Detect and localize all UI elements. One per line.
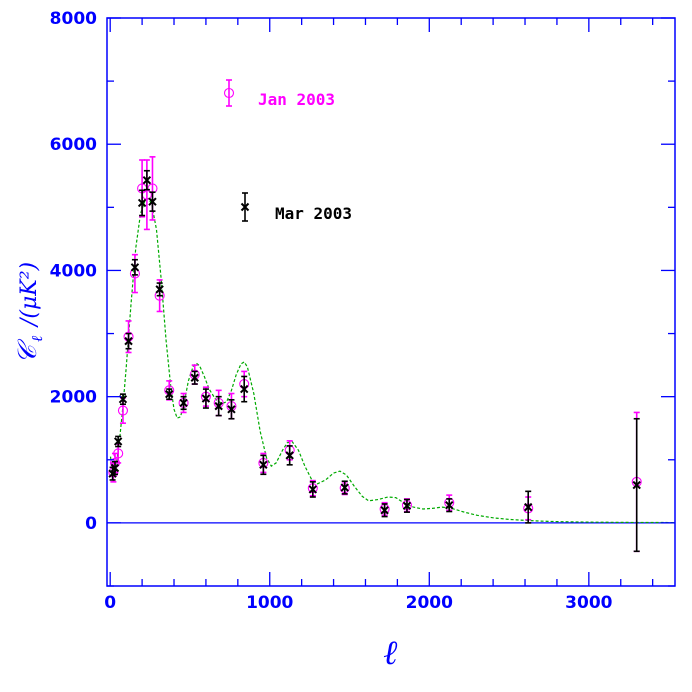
mar-data-point — [155, 285, 164, 294]
mar-data-point — [308, 485, 318, 494]
mar-data-point — [137, 198, 147, 208]
mar-data-point — [380, 506, 389, 515]
jan-data-point — [113, 448, 124, 459]
mar-data-point — [124, 336, 133, 346]
axis-ticks — [107, 17, 675, 587]
plot-frame — [106, 17, 676, 587]
cross-stroke — [227, 405, 236, 414]
legend-jan-circle — [223, 87, 235, 99]
plot-border — [106, 17, 676, 587]
y-axis-title: 𝒞 ℓ /(μK²) — [13, 262, 46, 364]
mar-data-point — [445, 501, 454, 510]
mar-data-point — [201, 394, 211, 403]
mar-data-point — [165, 389, 174, 399]
legend-mar-cross — [240, 202, 250, 212]
cross-stroke — [110, 463, 120, 473]
mar-data-point — [285, 451, 294, 460]
cross-stroke — [130, 263, 140, 272]
cross-stroke — [214, 401, 223, 411]
cross-stroke — [124, 336, 133, 346]
cross-stroke — [380, 506, 389, 515]
legend-mar-label: Mar 2003 — [275, 204, 352, 223]
jan-data-point — [117, 405, 129, 416]
cross-stroke — [240, 384, 249, 394]
legend: Jan 2003 Mar 2003 — [223, 79, 352, 223]
mar-data-point — [340, 483, 349, 492]
cross-stroke — [137, 198, 147, 208]
mar-data-point — [402, 501, 412, 511]
x-axis-title: ℓ — [384, 633, 399, 673]
jan-2003-series — [108, 156, 642, 553]
mar-data-point — [130, 263, 140, 272]
mar-data-point — [113, 437, 123, 446]
y-tick-label: 0 — [85, 514, 97, 534]
mar-data-point — [227, 405, 236, 414]
cross-stroke — [179, 398, 188, 408]
cross-stroke — [155, 285, 164, 294]
model-curve-layer — [109, 197, 676, 524]
y-axis-title-subscript: ℓ — [28, 336, 46, 342]
mar-data-point — [632, 480, 641, 490]
cross-stroke — [142, 175, 152, 185]
legend-jan-marker — [223, 79, 235, 107]
y-tick-label: 8000 — [50, 9, 97, 29]
mar-2003-series — [108, 169, 641, 553]
cross-stroke — [201, 394, 211, 403]
cross-stroke — [165, 389, 174, 399]
y-tick-label: 6000 — [50, 135, 97, 155]
cross-stroke — [148, 197, 157, 206]
cross-stroke — [340, 483, 349, 492]
cross-stroke — [240, 202, 250, 212]
mar-data-point — [110, 463, 120, 473]
y-tick-label: 4000 — [50, 261, 97, 281]
y-axis-title-units: /(μK²) — [17, 262, 42, 328]
legend-jan-label: Jan 2003 — [258, 90, 335, 109]
y-tick-label: 2000 — [50, 388, 97, 408]
mar-data-point — [148, 197, 157, 206]
mar-data-point — [240, 384, 249, 394]
mar-data-point — [142, 175, 152, 185]
legend-jan-error-bar — [226, 79, 232, 107]
x-tick-label: 2000 — [406, 593, 453, 613]
mar-data-point — [214, 401, 223, 411]
x-tick-label: 1000 — [246, 593, 293, 613]
model-curve — [109, 197, 676, 524]
mar-data-point — [259, 460, 268, 470]
legend-mar-marker — [240, 192, 250, 222]
cross-stroke — [285, 451, 294, 460]
cross-stroke — [259, 460, 268, 470]
cross-stroke — [632, 480, 641, 490]
cross-stroke — [190, 373, 199, 382]
cross-stroke — [402, 501, 412, 511]
x-tick-label: 0 — [104, 593, 116, 613]
cross-stroke — [445, 501, 454, 510]
mar-data-point — [524, 502, 533, 512]
mar-data-point — [179, 398, 188, 408]
cross-stroke — [308, 485, 318, 494]
cross-stroke — [524, 502, 533, 512]
axis-tick-labels: 0 1000 2000 3000 0 2000 4000 6000 8000 — [50, 9, 613, 613]
cross-stroke — [113, 437, 123, 446]
mar-data-point — [190, 373, 199, 382]
x-tick-label: 3000 — [565, 593, 612, 613]
cross-stroke — [118, 394, 128, 404]
